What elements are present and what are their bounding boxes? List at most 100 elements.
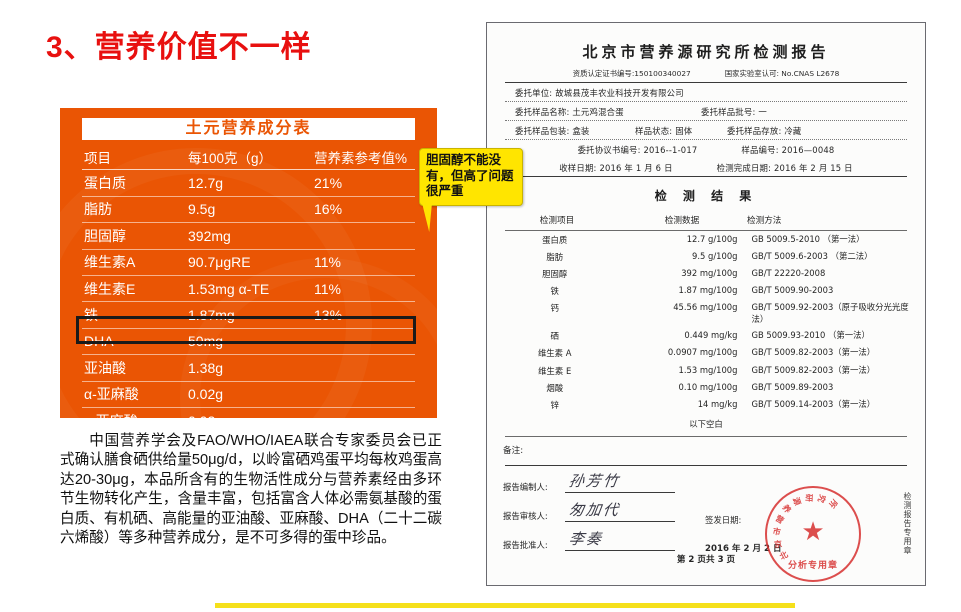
meta-row-packaging: 委托样品包装: 盒装 样品状态: 固体 委托样品存放: 冷藏 [497, 121, 915, 139]
results-column-item: 检测项目 [539, 216, 575, 226]
row-value: 0.02g [188, 386, 224, 403]
column-header-value: 每100克（g） [188, 150, 273, 166]
divider [505, 120, 907, 121]
meta-row-client: 委托单位: 故城县茂丰农业科技开发有限公司 [497, 83, 915, 101]
signature-line: 李奏 [565, 530, 675, 551]
table-row: 蛋白质 12.7g 21% [82, 170, 415, 197]
issue-date-label: 签发日期: [705, 514, 742, 525]
results-table-row: 硒 0.449 mg/kg GB 5009.93-2010 （第一法） [497, 328, 915, 345]
meta-row-agreement: 委托协议书编号: 2016--1-017 样品编号: 2016—0048 [497, 140, 915, 158]
row-item: α-亚麻酸 [84, 386, 139, 403]
meta-value: 故城县茂丰农业科技开发有限公司 [555, 87, 684, 98]
result-item: 蛋白质 [542, 234, 568, 245]
results-column-method: 检测方法 [747, 216, 782, 226]
results-table-row: 铁 1.87 mg/100g GB/T 5009.90-2003 [497, 283, 915, 300]
row-value: 9.5g [188, 201, 216, 218]
signature-label: 报告审核人: [503, 510, 548, 521]
signature-row-reviewer: 报告审核人: 匆加代 [497, 501, 915, 522]
results-table-row: 烟酸 0.10 mg/100g GB/T 5009.89-2003 [497, 379, 915, 396]
row-value: 392mg [188, 227, 231, 244]
nutrition-table-title: 土元营养成分表 [82, 118, 415, 140]
page-footer: 第 2 页共 3 页 [676, 555, 736, 565]
table-row: γ-亚麻酸 0.02g [82, 408, 415, 418]
row-item: 亚油酸 [84, 359, 126, 376]
meta-label: 委托协议书编号: [577, 144, 641, 155]
divider [505, 176, 907, 177]
result-item: 铁 [550, 286, 559, 297]
meta-value: 2016--1-017 [643, 144, 698, 155]
table-row: 亚油酸 1.38g [82, 355, 415, 382]
lab-accreditation: 国家实验室认可: No.CNAS L2678 [724, 69, 840, 78]
result-item: 锌 [550, 399, 559, 410]
stamp-bottom-text: 分析专用章 [787, 560, 838, 571]
row-value: 50mg [188, 333, 224, 350]
row-ref: 11% [314, 254, 341, 271]
result-method: GB/T 5009.90-2003 [751, 285, 834, 296]
page-title: 3、营养价值不一样 [46, 31, 312, 64]
divider [505, 101, 907, 102]
result-item: 钙 [550, 303, 559, 314]
row-item: DHA [84, 333, 114, 350]
signature-block: 报告编制人: 孙芳竹 报告审核人: 匆加代 报告批准人: 李奏 签发日期: 20… [497, 472, 915, 585]
table-row: 维生素A 90.7μgRE 11% [82, 250, 415, 276]
meta-value: 2016 年 1 月 6 日 [599, 162, 673, 173]
signature-line: 匆加代 [565, 501, 675, 522]
result-data: 0.449 mg/kg [684, 330, 738, 341]
result-method: GB/T 5009.82-2003（第一法） [751, 364, 876, 375]
meta-label: 委托单位: [515, 87, 553, 98]
results-table-row: 维生素 A 0.0907 mg/100g GB/T 5009.82-2003（第… [497, 345, 915, 362]
row-ref: 16% [314, 201, 343, 218]
remark-label: 备注: [503, 445, 524, 456]
results-table-row: 脂肪 9.5 g/100g GB/T 5009.6-2003 （第二法） [497, 248, 915, 265]
nutrition-table-header: 项目 每100克（g） 营养素参考值% [82, 144, 415, 171]
row-value: 1.87mg [188, 307, 235, 324]
callout-text: 胆固醇不能没有，但高了问题很严重 [419, 148, 523, 206]
signature-label: 报告编制人: [503, 481, 548, 492]
result-data: 12.7 g/100g [686, 233, 738, 244]
result-item: 胆固醇 [542, 268, 568, 279]
row-value: 1.38g [188, 359, 224, 376]
report-certification-line: 资质认定证书编号:150100340027 国家实验室认可: No.CNAS L… [497, 68, 915, 82]
table-row: DHA 50mg [82, 329, 415, 356]
meta-row-sample-name: 委托样品名称: 土元鸡混合蛋 委托样品批号: 一 [497, 102, 915, 120]
meta-label: 检测完成日期: [716, 162, 772, 173]
row-value: 12.7g [188, 175, 224, 192]
meta-value: 土元鸡混合蛋 [572, 106, 624, 117]
meta-label: 委托样品存放: [727, 125, 782, 136]
result-method: GB/T 22220-2008 [751, 267, 826, 278]
results-section-title: 检 测 结 果 [654, 189, 758, 203]
result-method: GB/T 5009.82-2003（第一法） [751, 347, 876, 358]
bottom-accent-bar [215, 603, 795, 608]
handwritten-signature: 匆加代 [567, 500, 622, 519]
meta-value: 固体 [675, 125, 693, 136]
handwritten-signature: 孙芳竹 [567, 471, 622, 490]
result-method: GB/T 5009.92-2003（原子吸收分光光度法） [751, 302, 909, 324]
result-item: 烟酸 [546, 382, 564, 393]
row-item: 蛋白质 [84, 175, 126, 192]
divider [505, 139, 907, 140]
row-value: 1.53mg α-TE [188, 280, 270, 297]
result-method: GB/T 5009.89-2003 [751, 381, 834, 392]
row-item: 维生素E [84, 280, 136, 297]
result-method: GB/T 5009.6-2003 （第二法） [751, 250, 873, 261]
meta-label: 委托样品批号: [701, 106, 756, 117]
result-data: 0.0907 mg/100g [667, 347, 738, 358]
result-data: 1.87 mg/100g [678, 285, 738, 296]
meta-value: 2016 年 2 月 15 日 [774, 162, 853, 173]
row-ref: 11% [314, 280, 341, 297]
row-ref: 21% [314, 175, 343, 192]
result-item: 硒 [550, 331, 559, 342]
table-row-cholesterol: 胆固醇 392mg [82, 223, 415, 250]
description-paragraph: 中国营养学会及FAO/WHO/IAEA联合专家委员会已正式确认膳食硒供给量50μ… [60, 433, 442, 547]
divider [505, 230, 907, 231]
official-red-stamp-icon: 北 京 市 营 养 源 研 究 所 ★ 分析专用章 [765, 485, 861, 582]
issue-date-value: 2016 年 2 月 2 日 [705, 543, 782, 554]
meta-label: 委托样品名称: [515, 106, 570, 117]
test-report-document: 北京市营养源研究所检测报告 资质认定证书编号:150100340027 国家实验… [486, 22, 926, 586]
star-icon: ★ [801, 516, 825, 547]
results-table-row: 蛋白质 12.7 g/100g GB 5009.5-2010 （第一法） [497, 231, 915, 248]
results-table-row: 胆固醇 392 mg/100g GB/T 22220-2008 [497, 265, 915, 282]
result-item: 维生素 E [538, 365, 572, 376]
result-data: 9.5 g/100g [692, 250, 738, 261]
callout-bubble: 胆固醇不能没有，但高了问题很严重 [419, 148, 523, 232]
